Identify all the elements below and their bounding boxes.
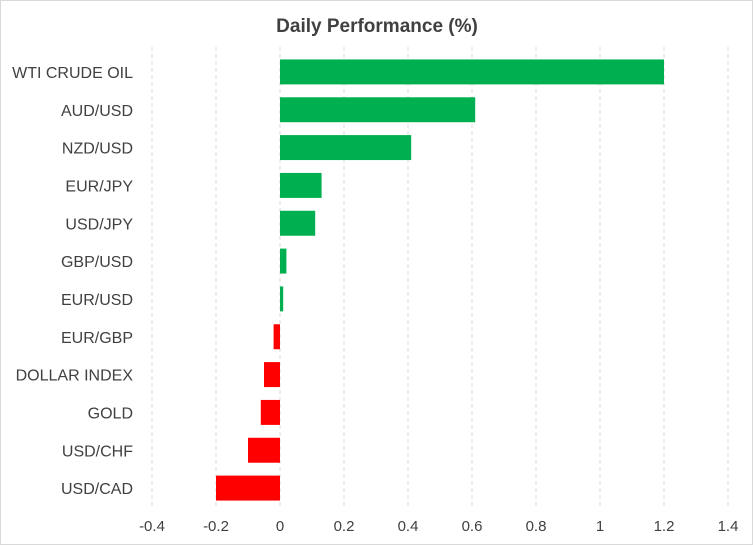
bar-usd-chf	[248, 437, 280, 463]
category-label: USD/CAD	[61, 481, 133, 498]
category-label: DOLLAR INDEX	[16, 368, 134, 385]
bar-eur-usd	[280, 286, 284, 312]
x-tick-label: 1.4	[718, 518, 739, 535]
x-tick-label: 0	[276, 518, 284, 535]
category-label: AUD/USD	[61, 103, 133, 120]
category-label: NZD/USD	[62, 141, 133, 158]
x-tick-label: -0.2	[203, 518, 229, 535]
bar-wti-crude-oil	[280, 59, 664, 85]
bar-eur-gbp	[273, 324, 280, 350]
bar-gbp-usd	[280, 248, 287, 274]
bar-usd-cad	[216, 475, 280, 501]
category-label: GBP/USD	[61, 254, 133, 271]
bar-nzd-usd	[280, 135, 412, 161]
bar-usd-jpy	[280, 210, 316, 236]
category-label: GOLD	[88, 405, 133, 422]
bar-gold	[260, 399, 280, 425]
x-axis-tick-labels: -0.4 -0.2 0 0.2 0.4 0.6 0.8 1 1.2 1.4	[139, 518, 738, 535]
category-label: USD/JPY	[65, 216, 133, 233]
bars	[216, 59, 664, 501]
category-label: EUR/USD	[61, 292, 133, 309]
x-tick-label: 0.4	[398, 518, 419, 535]
category-label: EUR/GBP	[61, 330, 133, 347]
x-tick-label: 1	[596, 518, 604, 535]
chart-title: Daily Performance (%)	[276, 16, 478, 37]
category-label: USD/CHF	[62, 443, 133, 460]
bar-aud-usd	[280, 97, 476, 123]
category-label: EUR/JPY	[65, 178, 133, 195]
x-tick-label: 0.6	[462, 518, 483, 535]
x-tick-label: -0.4	[139, 518, 165, 535]
category-labels: WTI CRUDE OIL AUD/USD NZD/USD EUR/JPY USD/JP…	[12, 65, 133, 498]
x-tick-label: 0.8	[526, 518, 547, 535]
x-tick-label: 1.2	[654, 518, 675, 535]
category-label: WTI CRUDE OIL	[12, 65, 133, 82]
bar-eur-jpy	[280, 172, 322, 198]
x-tick-label: 0.2	[334, 518, 355, 535]
bar-dollar-index	[264, 362, 280, 388]
